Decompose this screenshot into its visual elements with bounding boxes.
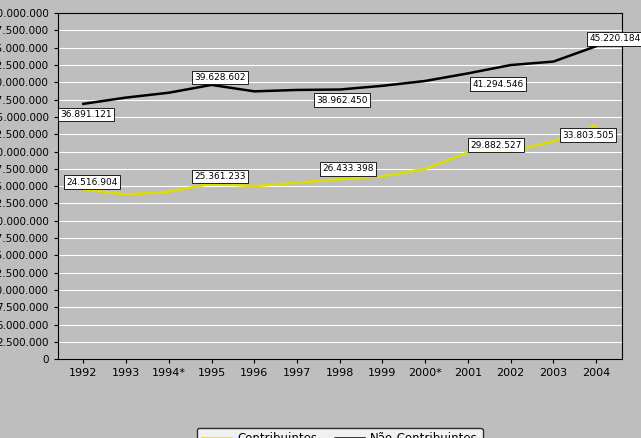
Text: 41.294.546: 41.294.546 xyxy=(472,80,524,88)
Text: 39.628.602: 39.628.602 xyxy=(194,73,246,82)
Text: 24.516.904: 24.516.904 xyxy=(66,178,117,187)
Contribuintes xyxy=(421,166,429,172)
Não-Contribuintes xyxy=(421,78,429,84)
Legend: Contribuintes, Não-Contribuintes: Contribuintes, Não-Contribuintes xyxy=(197,427,483,438)
Não-Contribuintes xyxy=(251,89,258,94)
Não-Contribuintes xyxy=(208,82,215,88)
Contribuintes xyxy=(79,187,87,192)
Contribuintes xyxy=(592,123,600,128)
Não-Contribuintes xyxy=(549,59,557,64)
Contribuintes xyxy=(208,181,215,186)
Text: 25.361.233: 25.361.233 xyxy=(194,172,246,181)
Text: 36.891.121: 36.891.121 xyxy=(60,110,112,119)
Contribuintes xyxy=(122,192,130,197)
Não-Contribuintes xyxy=(507,63,515,68)
Contribuintes xyxy=(165,189,172,194)
Text: 26.433.398: 26.433.398 xyxy=(322,164,374,173)
Não-Contribuintes xyxy=(464,71,472,76)
Não-Contribuintes xyxy=(592,44,600,49)
Não-Contribuintes xyxy=(336,87,344,92)
Contribuintes xyxy=(507,149,515,154)
Não-Contribuintes xyxy=(79,101,87,106)
Line: Não-Contribuintes: Não-Contribuintes xyxy=(83,46,596,104)
Contribuintes xyxy=(379,173,387,179)
Contribuintes xyxy=(464,150,472,155)
Não-Contribuintes xyxy=(379,83,387,88)
Contribuintes xyxy=(293,180,301,185)
Contribuintes xyxy=(251,184,258,189)
Text: 29.882.527: 29.882.527 xyxy=(470,141,521,149)
Contribuintes xyxy=(336,177,344,182)
Line: Contribuintes: Contribuintes xyxy=(83,125,596,194)
Text: 38.962.450: 38.962.450 xyxy=(316,95,368,105)
Não-Contribuintes xyxy=(122,95,130,100)
Não-Contribuintes xyxy=(165,90,172,95)
Text: 33.803.505: 33.803.505 xyxy=(562,131,613,140)
Não-Contribuintes xyxy=(293,87,301,92)
Text: 45.220.184: 45.220.184 xyxy=(590,34,641,43)
Contribuintes xyxy=(549,138,557,144)
